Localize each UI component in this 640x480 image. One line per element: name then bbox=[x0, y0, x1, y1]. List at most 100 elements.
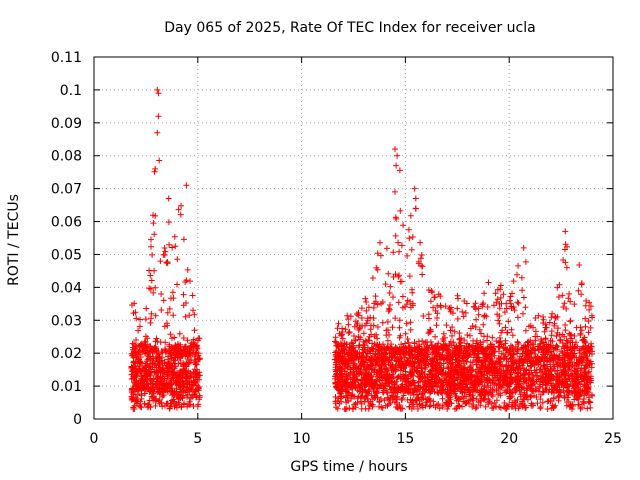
data-point bbox=[577, 332, 584, 338]
data-point bbox=[162, 349, 169, 356]
data-point bbox=[418, 396, 425, 403]
data-point bbox=[168, 360, 174, 366]
data-point bbox=[439, 395, 446, 402]
data-point bbox=[451, 377, 458, 384]
data-point bbox=[522, 371, 529, 378]
data-point bbox=[535, 346, 542, 353]
data-point bbox=[339, 331, 345, 338]
data-point bbox=[382, 281, 389, 288]
x-tick-label: 15 bbox=[396, 431, 414, 447]
data-point bbox=[402, 303, 408, 310]
data-point bbox=[333, 348, 340, 355]
data-point bbox=[186, 312, 193, 319]
data-point bbox=[348, 347, 355, 354]
data-point bbox=[343, 405, 350, 412]
data-point bbox=[583, 350, 590, 356]
data-point bbox=[491, 302, 497, 309]
data-point bbox=[514, 396, 521, 403]
data-point bbox=[587, 324, 594, 331]
data-point bbox=[449, 359, 456, 366]
data-point bbox=[159, 354, 166, 361]
data-point bbox=[132, 360, 139, 367]
data-point bbox=[544, 406, 551, 412]
data-point bbox=[365, 386, 372, 393]
data-point bbox=[496, 382, 503, 389]
data-point bbox=[500, 356, 507, 363]
data-point bbox=[505, 318, 512, 325]
data-point bbox=[414, 405, 421, 412]
data-point bbox=[334, 351, 341, 358]
data-point bbox=[452, 356, 459, 363]
data-point bbox=[369, 402, 376, 408]
data-point bbox=[485, 279, 492, 286]
data-point bbox=[378, 404, 385, 411]
data-point bbox=[507, 371, 514, 378]
data-point bbox=[407, 212, 414, 219]
data-point bbox=[392, 232, 399, 239]
data-point bbox=[514, 350, 520, 357]
data-point bbox=[528, 387, 535, 394]
data-point bbox=[512, 405, 519, 412]
data-point bbox=[341, 365, 348, 372]
data-point bbox=[190, 307, 196, 314]
data-point bbox=[456, 330, 463, 337]
data-point bbox=[180, 291, 187, 298]
data-point bbox=[554, 384, 561, 391]
y-axis-title: ROTI / TECUs bbox=[6, 194, 22, 286]
data-point bbox=[358, 305, 365, 312]
data-point bbox=[424, 374, 430, 381]
data-point bbox=[156, 157, 163, 164]
data-point bbox=[464, 340, 471, 347]
data-point bbox=[562, 327, 569, 334]
data-point bbox=[464, 377, 471, 384]
data-point bbox=[577, 324, 584, 331]
data-point bbox=[157, 368, 164, 375]
data-point bbox=[353, 371, 360, 378]
data-point bbox=[504, 387, 511, 393]
data-point bbox=[520, 310, 526, 317]
data-point bbox=[363, 359, 370, 366]
data-point bbox=[407, 343, 414, 349]
data-point bbox=[430, 344, 437, 351]
data-point bbox=[490, 404, 497, 411]
data-point bbox=[167, 379, 174, 386]
data-point bbox=[480, 300, 487, 307]
data-point bbox=[372, 362, 379, 369]
data-point bbox=[376, 371, 383, 378]
data-point bbox=[399, 293, 406, 300]
data-point bbox=[129, 352, 136, 359]
data-point bbox=[358, 371, 365, 378]
data-point bbox=[496, 305, 503, 312]
data-point bbox=[384, 337, 391, 344]
data-point bbox=[148, 366, 154, 373]
data-point bbox=[355, 365, 362, 372]
data-point bbox=[469, 342, 476, 349]
data-point bbox=[136, 346, 143, 353]
data-point bbox=[350, 359, 357, 365]
data-point bbox=[521, 356, 528, 363]
data-point bbox=[374, 335, 381, 342]
data-point bbox=[172, 380, 179, 386]
data-point bbox=[167, 331, 174, 338]
data-point bbox=[398, 242, 405, 249]
data-point bbox=[191, 341, 198, 348]
data-point bbox=[586, 306, 593, 313]
data-point bbox=[476, 326, 483, 333]
data-point bbox=[173, 385, 180, 392]
data-point bbox=[343, 341, 350, 347]
data-point bbox=[417, 373, 424, 380]
data-point bbox=[577, 372, 584, 378]
data-point bbox=[443, 322, 450, 329]
data-point bbox=[422, 360, 429, 367]
data-point bbox=[385, 401, 392, 408]
data-point bbox=[369, 275, 376, 281]
data-point bbox=[469, 359, 476, 366]
data-point bbox=[502, 324, 509, 331]
data-point bbox=[484, 345, 491, 352]
data-point bbox=[552, 344, 559, 351]
data-point bbox=[385, 270, 392, 277]
data-point bbox=[415, 360, 422, 367]
data-point bbox=[446, 357, 453, 364]
data-point bbox=[332, 338, 339, 345]
data-point bbox=[386, 331, 393, 338]
